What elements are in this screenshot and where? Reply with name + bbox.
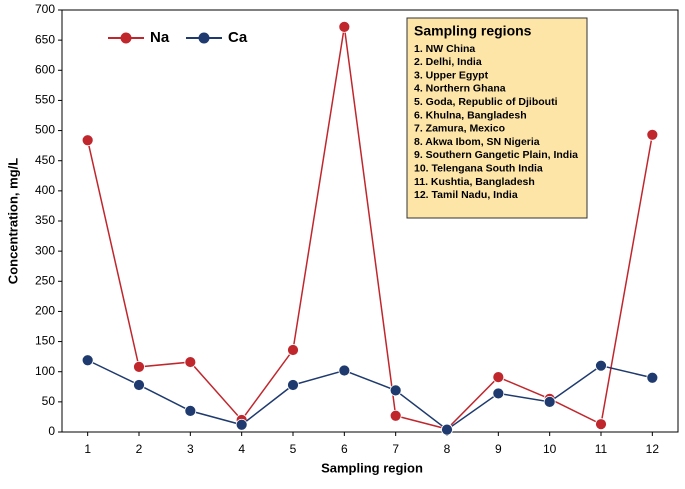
data-point <box>287 344 299 356</box>
x-tick-label: 10 <box>543 442 557 456</box>
y-tick-label: 150 <box>35 334 55 348</box>
region-item: 8. Akwa Ibom, SN Nigeria <box>414 136 540 148</box>
x-tick-label: 7 <box>392 442 399 456</box>
data-point <box>595 418 607 431</box>
y-tick-label: 50 <box>42 394 56 408</box>
x-tick-label: 2 <box>136 442 143 456</box>
y-tick-label: 250 <box>35 273 55 287</box>
y-tick-label: 650 <box>35 32 55 46</box>
data-point <box>235 418 248 431</box>
x-tick-label: 12 <box>646 442 660 456</box>
y-tick-label: 350 <box>35 213 55 227</box>
data-point <box>543 395 556 408</box>
data-point <box>287 379 299 391</box>
region-item: 12. Tamil Nadu, India <box>414 189 518 201</box>
data-point <box>133 379 145 391</box>
region-item: 3. Upper Egypt <box>414 69 489 81</box>
regions-box <box>406 17 588 219</box>
y-tick-label: 200 <box>35 304 55 318</box>
x-tick-label: 6 <box>341 442 348 456</box>
region-item: 1. NW China <box>414 43 475 55</box>
series-line <box>86 26 654 430</box>
y-tick-label: 400 <box>35 183 55 197</box>
y-tick-label: 500 <box>35 123 55 137</box>
x-tick-label: 8 <box>444 442 451 456</box>
y-tick-label: 550 <box>35 93 55 107</box>
y-tick-label: 700 <box>35 2 55 16</box>
data-point <box>184 404 197 417</box>
data-point <box>184 356 197 368</box>
x-tick-label: 11 <box>595 442 608 456</box>
data-point <box>81 354 94 367</box>
region-item: 6. Khulna, Bangladesh <box>414 109 527 121</box>
region-item: 5. Goda, Republic of Djibouti <box>414 96 558 108</box>
legend-label: Na <box>150 29 170 46</box>
x-axis-title: Sampling region <box>321 460 423 475</box>
data-point <box>492 387 505 400</box>
x-tick-label: 1 <box>84 442 91 456</box>
region-item: 10. Telengana South India <box>414 162 543 174</box>
y-axis-title: Concentration, mg/L <box>5 158 20 284</box>
legend-marker <box>198 32 210 44</box>
data-point <box>646 371 659 384</box>
data-point <box>133 360 145 373</box>
x-tick-label: 4 <box>238 442 245 456</box>
legend-marker <box>120 32 132 44</box>
y-tick-label: 600 <box>35 62 55 76</box>
data-point <box>595 359 607 372</box>
region-item: 7. Zamura, Mexico <box>414 123 505 135</box>
data-point <box>441 423 453 436</box>
data-point <box>338 364 351 377</box>
region-item: 11. Kushtia, Bangladesh <box>414 176 535 188</box>
y-tick-label: 300 <box>35 243 55 257</box>
data-point <box>492 371 505 384</box>
data-point <box>389 384 402 397</box>
region-item: 4. Northern Ghana <box>414 83 506 95</box>
y-tick-label: 450 <box>35 153 55 167</box>
data-point <box>389 409 402 422</box>
y-tick-label: 0 <box>48 424 55 438</box>
x-tick-label: 5 <box>290 442 297 456</box>
region-item: 9. Southern Gangetic Plain, India <box>414 149 578 161</box>
x-tick-label: 3 <box>187 442 194 456</box>
data-point <box>81 134 94 147</box>
legend-label: Ca <box>228 29 248 46</box>
y-tick-label: 100 <box>35 364 55 378</box>
series-line <box>87 359 653 431</box>
data-point <box>338 20 351 33</box>
data-point <box>646 128 659 141</box>
regions-title: Sampling regions <box>414 23 532 39</box>
x-tick-label: 9 <box>495 442 502 456</box>
region-item: 2. Delhi, India <box>414 56 482 68</box>
